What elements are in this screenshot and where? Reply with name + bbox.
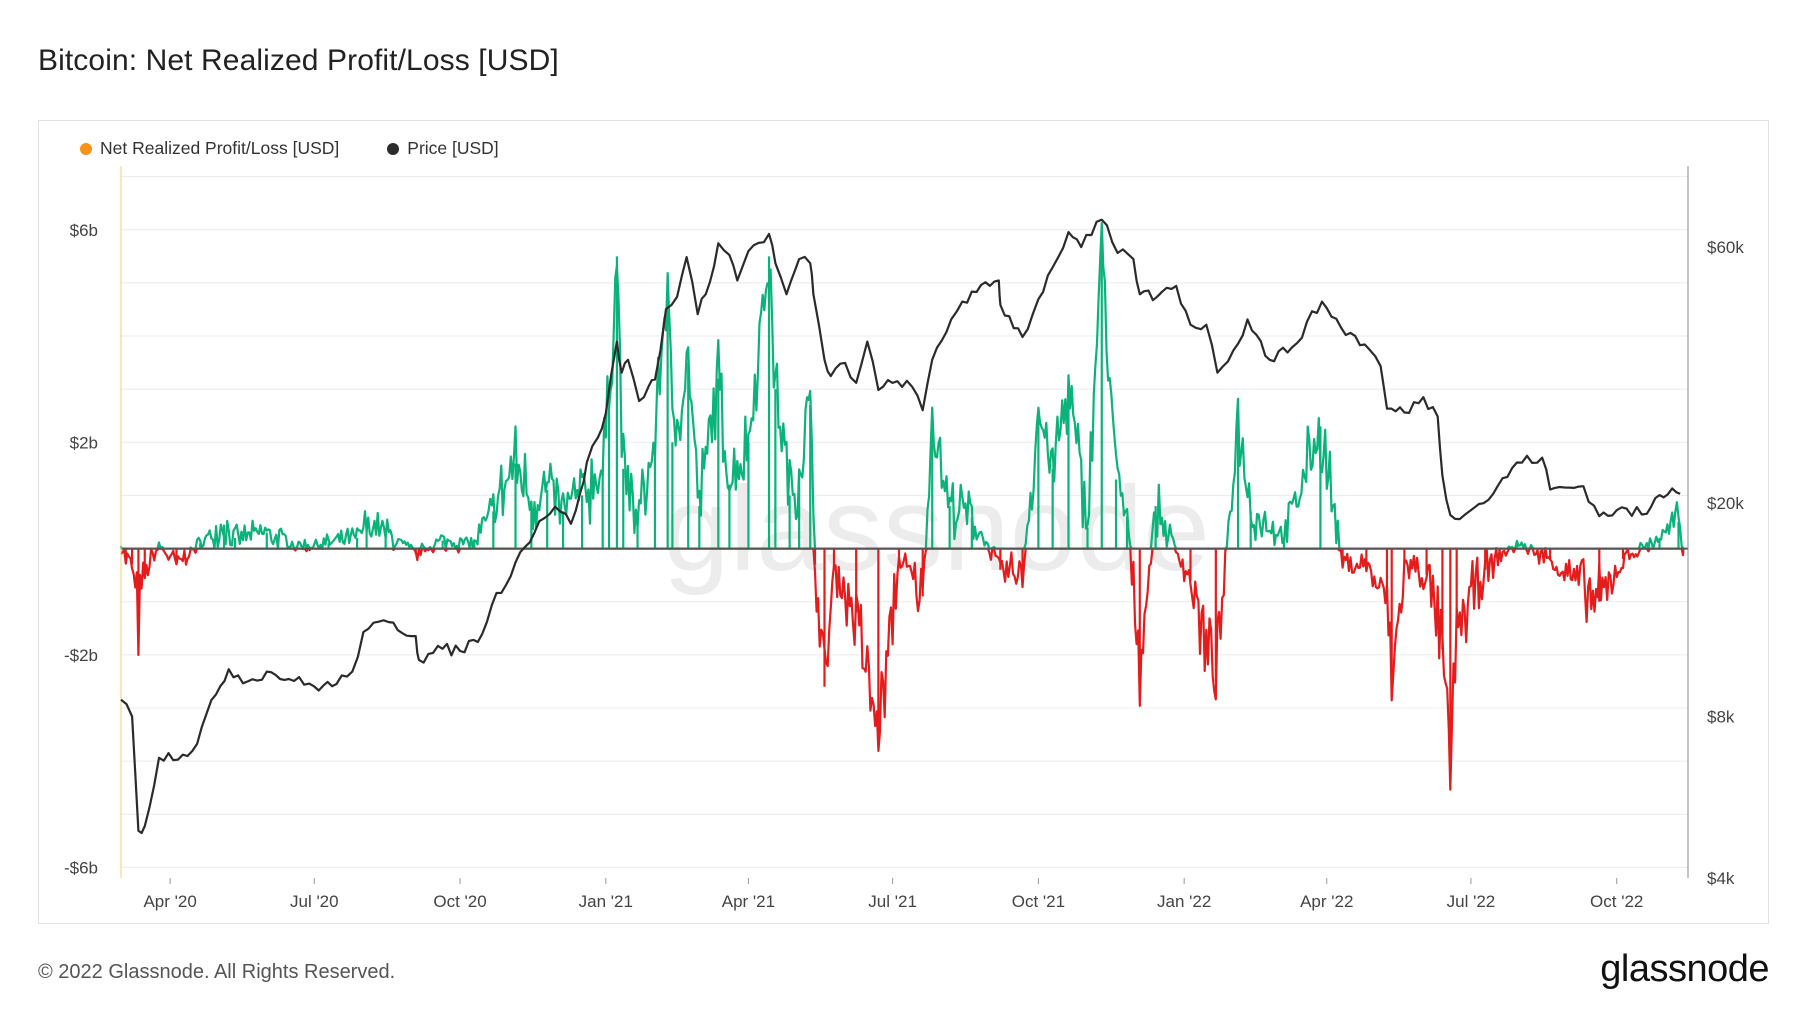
right-axis-tick-label: $60k — [1707, 238, 1744, 257]
chart-legend: Net Realized Profit/Loss [USD] Price [US… — [80, 138, 499, 159]
x-axis-tick-label: Apr '22 — [1300, 892, 1353, 911]
chart-title: Bitcoin: Net Realized Profit/Loss [USD] — [38, 44, 559, 77]
x-axis-tick-label: Oct '22 — [1590, 892, 1643, 911]
legend-dot-net-realized — [80, 142, 92, 155]
legend-item-net-realized[interactable]: Net Realized Profit/Loss [USD] — [80, 138, 339, 159]
x-axis-tick-label: Jul '21 — [868, 892, 917, 911]
x-axis-tick-label: Jan '22 — [1157, 892, 1211, 911]
x-axis-tick-label: Oct '21 — [1012, 892, 1065, 911]
x-axis-tick-label: Apr '20 — [143, 892, 196, 911]
right-axis-tick-label: $8k — [1707, 708, 1735, 727]
left-axis-tick-label: -$6b — [64, 858, 98, 877]
chart-frame — [38, 120, 1769, 924]
x-axis-tick-label: Apr '21 — [722, 892, 775, 911]
legend-label-price: Price [USD] — [407, 138, 499, 158]
watermark: glassnode — [663, 462, 1210, 596]
left-axis-tick-label: $6b — [70, 221, 98, 240]
x-axis-tick-label: Jul '20 — [290, 892, 339, 911]
right-axis-tick-label: $4k — [1707, 869, 1735, 888]
right-axis-tick-label: $20k — [1707, 494, 1744, 513]
price-series-line — [120, 218, 1681, 835]
x-axis-tick-label: Jan '21 — [579, 892, 633, 911]
footer-copyright: © 2022 Glassnode. All Rights Reserved. — [38, 961, 396, 983]
right-axis-ticks: $60k $20k $8k $4k — [1707, 238, 1744, 888]
x-axis-tick-label: Oct '20 — [433, 892, 486, 911]
glassnode-logo: glassnode — [1600, 948, 1769, 990]
legend-item-price[interactable]: Price [USD] — [387, 138, 499, 159]
legend-label-net-realized: Net Realized Profit/Loss [USD] — [100, 138, 340, 158]
left-axis-tick-label: -$2b — [64, 646, 98, 665]
left-axis-tick-label: $2b — [70, 433, 98, 452]
x-axis-tick-label: Jul '22 — [1447, 892, 1496, 911]
left-axis-ticks: $6b $2b -$2b -$6b — [64, 221, 98, 878]
x-axis-ticks: Apr '20 Jul '20 Oct '20 Jan '21 Apr '21 Jul '… — [143, 878, 1643, 911]
legend-dot-price — [387, 142, 400, 155]
